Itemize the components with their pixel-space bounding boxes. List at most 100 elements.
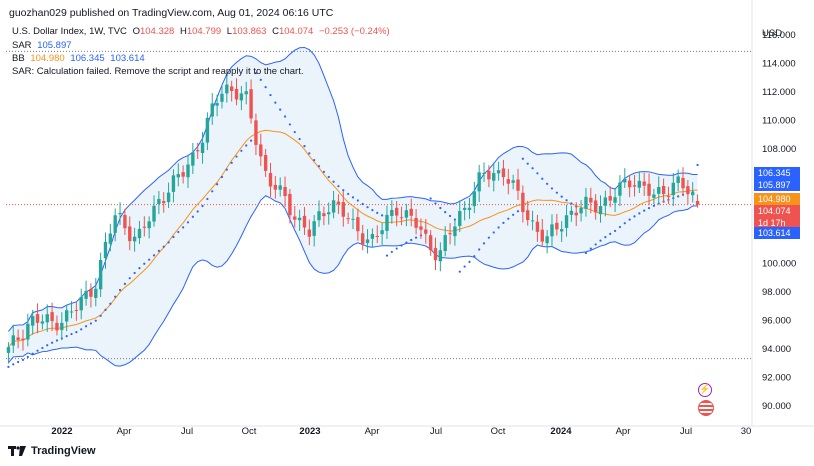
candle-body [404,210,409,218]
sar-dot [80,328,83,331]
x-tick-label: Jul [181,426,193,437]
candle-body [103,241,108,259]
sar-dot [94,319,97,322]
legend-bb[interactable]: BB 104.980 106.345 103.614 [12,53,148,64]
sar-dot [12,363,15,366]
legend-sar-label: SAR [12,40,32,51]
x-tick-label: Jul [680,426,692,437]
candle-body [249,89,253,119]
candle-body [30,316,35,326]
candle-body [351,218,355,220]
sar-dot [342,189,345,192]
sar-dot [502,221,505,224]
candle-body [526,210,530,221]
legend-close: 104.074 [278,26,314,37]
sar-dot [254,72,258,75]
candle-body [45,314,49,323]
sar-dot [26,355,29,359]
sar-dot [274,101,277,104]
candle-body [205,117,210,143]
candle-body [598,206,603,215]
sar-dot [604,236,607,239]
candle-body [239,93,244,101]
sar-dot [390,250,393,254]
flag-icon[interactable] [698,400,714,416]
sar-dot [269,93,272,97]
currency-label: USD [762,28,783,39]
x-tick-label: 2024 [550,426,572,437]
sar-dot [584,251,588,255]
sar-dot [317,165,321,168]
y-tick-label: 94.000 [762,344,791,355]
candle-body [21,338,25,341]
sar-dot [152,254,156,257]
sar-dot [118,288,122,292]
candle-body [341,202,345,217]
tag-countdown: 1d 17h [754,217,800,229]
legend-change: −0.253 (−0.24%) [318,26,390,37]
candle-body [681,177,685,189]
candle-body [394,207,399,216]
sar-dot [453,218,457,221]
candle-body [555,222,559,230]
candle-body [176,174,180,178]
candle-body [399,217,404,219]
candle-body [545,236,549,244]
alert-icon[interactable]: ⚡ [698,383,712,397]
candle-body [191,152,195,166]
candle-body [26,323,30,340]
candle-body [331,200,336,213]
sar-dot [347,192,350,196]
tag-bb-basis: 104.980 [754,193,800,205]
candle-body [94,288,98,298]
sar-dot [444,211,447,214]
tag-bb-lower: 103.614 [754,227,800,239]
candle-body [666,196,671,198]
sar-dot [609,232,612,235]
candle-body [637,180,642,188]
y-tick-label: 90.000 [762,401,791,412]
candle-body [584,196,588,209]
candle-body [278,185,282,190]
candle-body [365,239,370,244]
sar-dot [478,248,481,251]
sar-dot [497,226,500,229]
sar-dot [264,86,267,89]
candle-body [462,207,467,210]
sar-dot [235,155,238,158]
candle-body [297,217,302,221]
sar-dot [70,332,73,336]
candle-body [559,229,564,232]
candle-body [356,217,360,232]
candle-body [642,181,646,186]
candle-body [200,142,205,153]
candle-body [317,211,321,221]
candle-body [593,200,598,213]
candle-body [613,197,617,203]
candle-body [453,226,457,237]
y-tick-label: 116.000 [762,30,796,41]
candle-body [530,220,535,222]
candle-body [113,215,117,233]
footer-brand[interactable]: TradingView [8,445,96,457]
sar-dot [526,162,529,165]
legend-sar[interactable]: SAR 105.897 [12,40,75,51]
candle-body [370,234,375,239]
candle-body [676,176,680,183]
sar-dot [696,163,699,167]
candle-body [574,212,578,216]
candle-body [564,215,569,228]
sar-dot [288,123,292,126]
candle-body [64,310,69,322]
candle-body [438,250,443,262]
sar-dot [298,137,301,141]
candle-body [516,179,520,191]
sar-dot [109,302,112,305]
candle-body [661,185,666,195]
sar-dot [492,231,495,234]
sar-dot [414,236,418,239]
candle-body [55,322,59,331]
sar-dot [463,265,466,268]
candle-body [424,229,428,234]
sar-dot [570,202,573,205]
